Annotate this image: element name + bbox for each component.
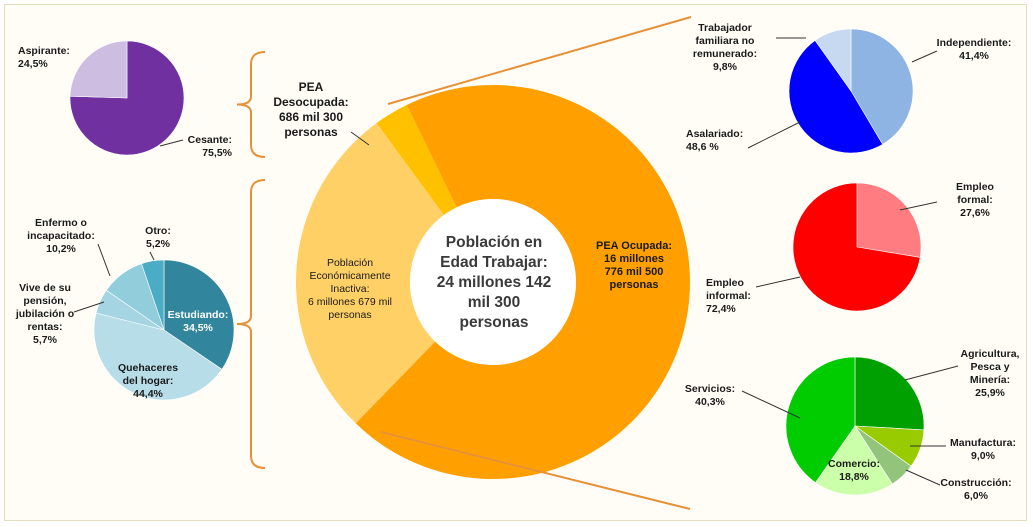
connector-line-bottom	[380, 431, 691, 510]
leader-line-2	[97, 243, 111, 277]
leader-line-5	[747, 121, 801, 149]
label-servicios: Servicios: 40,3%	[684, 383, 736, 408]
leader-line-4	[73, 301, 105, 313]
label-cesante: Cesante: 75,5%	[187, 134, 232, 159]
leader-line-13	[905, 469, 941, 486]
label-trabajador-no-remunerado: Trabajador familiara no remunerado: 9,8%	[692, 22, 758, 73]
label-empleo-formal: Empleo formal: 27,6%	[956, 181, 994, 219]
slice-posicion-0	[850, 28, 914, 145]
label-inactiva: Población Económicamente Inactiva: 6 mil…	[307, 257, 393, 321]
slice-main-1	[296, 123, 444, 424]
label-aspirante: Aspirante: 24,5%	[18, 45, 70, 70]
leader-line-9	[755, 276, 801, 288]
slice-posicion-2	[814, 28, 852, 92]
connector-line-top	[387, 16, 692, 105]
label-asalariado: Asalariado: 48,6 %	[686, 128, 744, 153]
leader-line-8	[899, 201, 938, 211]
brace-inactiva	[236, 179, 266, 469]
slice-main-2	[376, 104, 457, 216]
label-empleo-informal: Empleo informal: 72,4%	[706, 277, 751, 315]
slice-main-0	[355, 85, 690, 480]
leader-line-7	[911, 50, 938, 63]
slice-sector-3	[815, 425, 893, 496]
slice-sector-0	[854, 356, 925, 431]
label-independiente: Independiente: 41,4%	[936, 37, 1012, 62]
label-enfermo: Enfermo o incapacitado: 10,2%	[27, 217, 95, 255]
slice-sector-4	[785, 356, 856, 483]
leader-line-11	[904, 365, 959, 381]
donut-hole	[410, 199, 576, 365]
label-comercio: Comercio: 18,8%	[828, 458, 880, 483]
slice-inactiva-1	[93, 312, 223, 401]
label-manufactura: Manufactura: 9,0%	[950, 437, 1016, 462]
label-pea-desocupada: PEA Desocupada: 686 mil 300 personas	[273, 80, 349, 139]
slice-formalidad-0	[856, 182, 922, 258]
slice-inactiva-4	[141, 259, 165, 331]
label-pea-ocupada: PEA Ocupada: 16 millones 776 mil 500 per…	[596, 240, 672, 291]
leader-line-1	[350, 131, 370, 146]
leader-line-10	[741, 390, 801, 419]
leader-line-0	[159, 139, 184, 147]
label-otro: Otro: 5,2%	[145, 225, 171, 250]
label-vive-pension: Vive de su pensión, jubilación o rentas:…	[15, 282, 75, 346]
label-construccion: Construcción: 6,0%	[940, 477, 1012, 502]
slice-formalidad-1	[792, 182, 921, 312]
slice-desocupada-1	[69, 40, 128, 99]
label-agricultura: Agricultura, Pesca y Minería: 25,9%	[960, 348, 1020, 399]
slice-posicion-1	[788, 40, 884, 154]
brace-desocupada	[236, 51, 266, 158]
label-quehaceres: Quehaceres del hogar: 44,4%	[117, 362, 179, 400]
center-title: Población en Edad Trabajar: 24 millones …	[436, 234, 552, 331]
leader-line-3	[149, 251, 155, 261]
label-estudiando: Estudiando: 34,5%	[167, 309, 229, 334]
slice-inactiva-0	[163, 259, 235, 370]
